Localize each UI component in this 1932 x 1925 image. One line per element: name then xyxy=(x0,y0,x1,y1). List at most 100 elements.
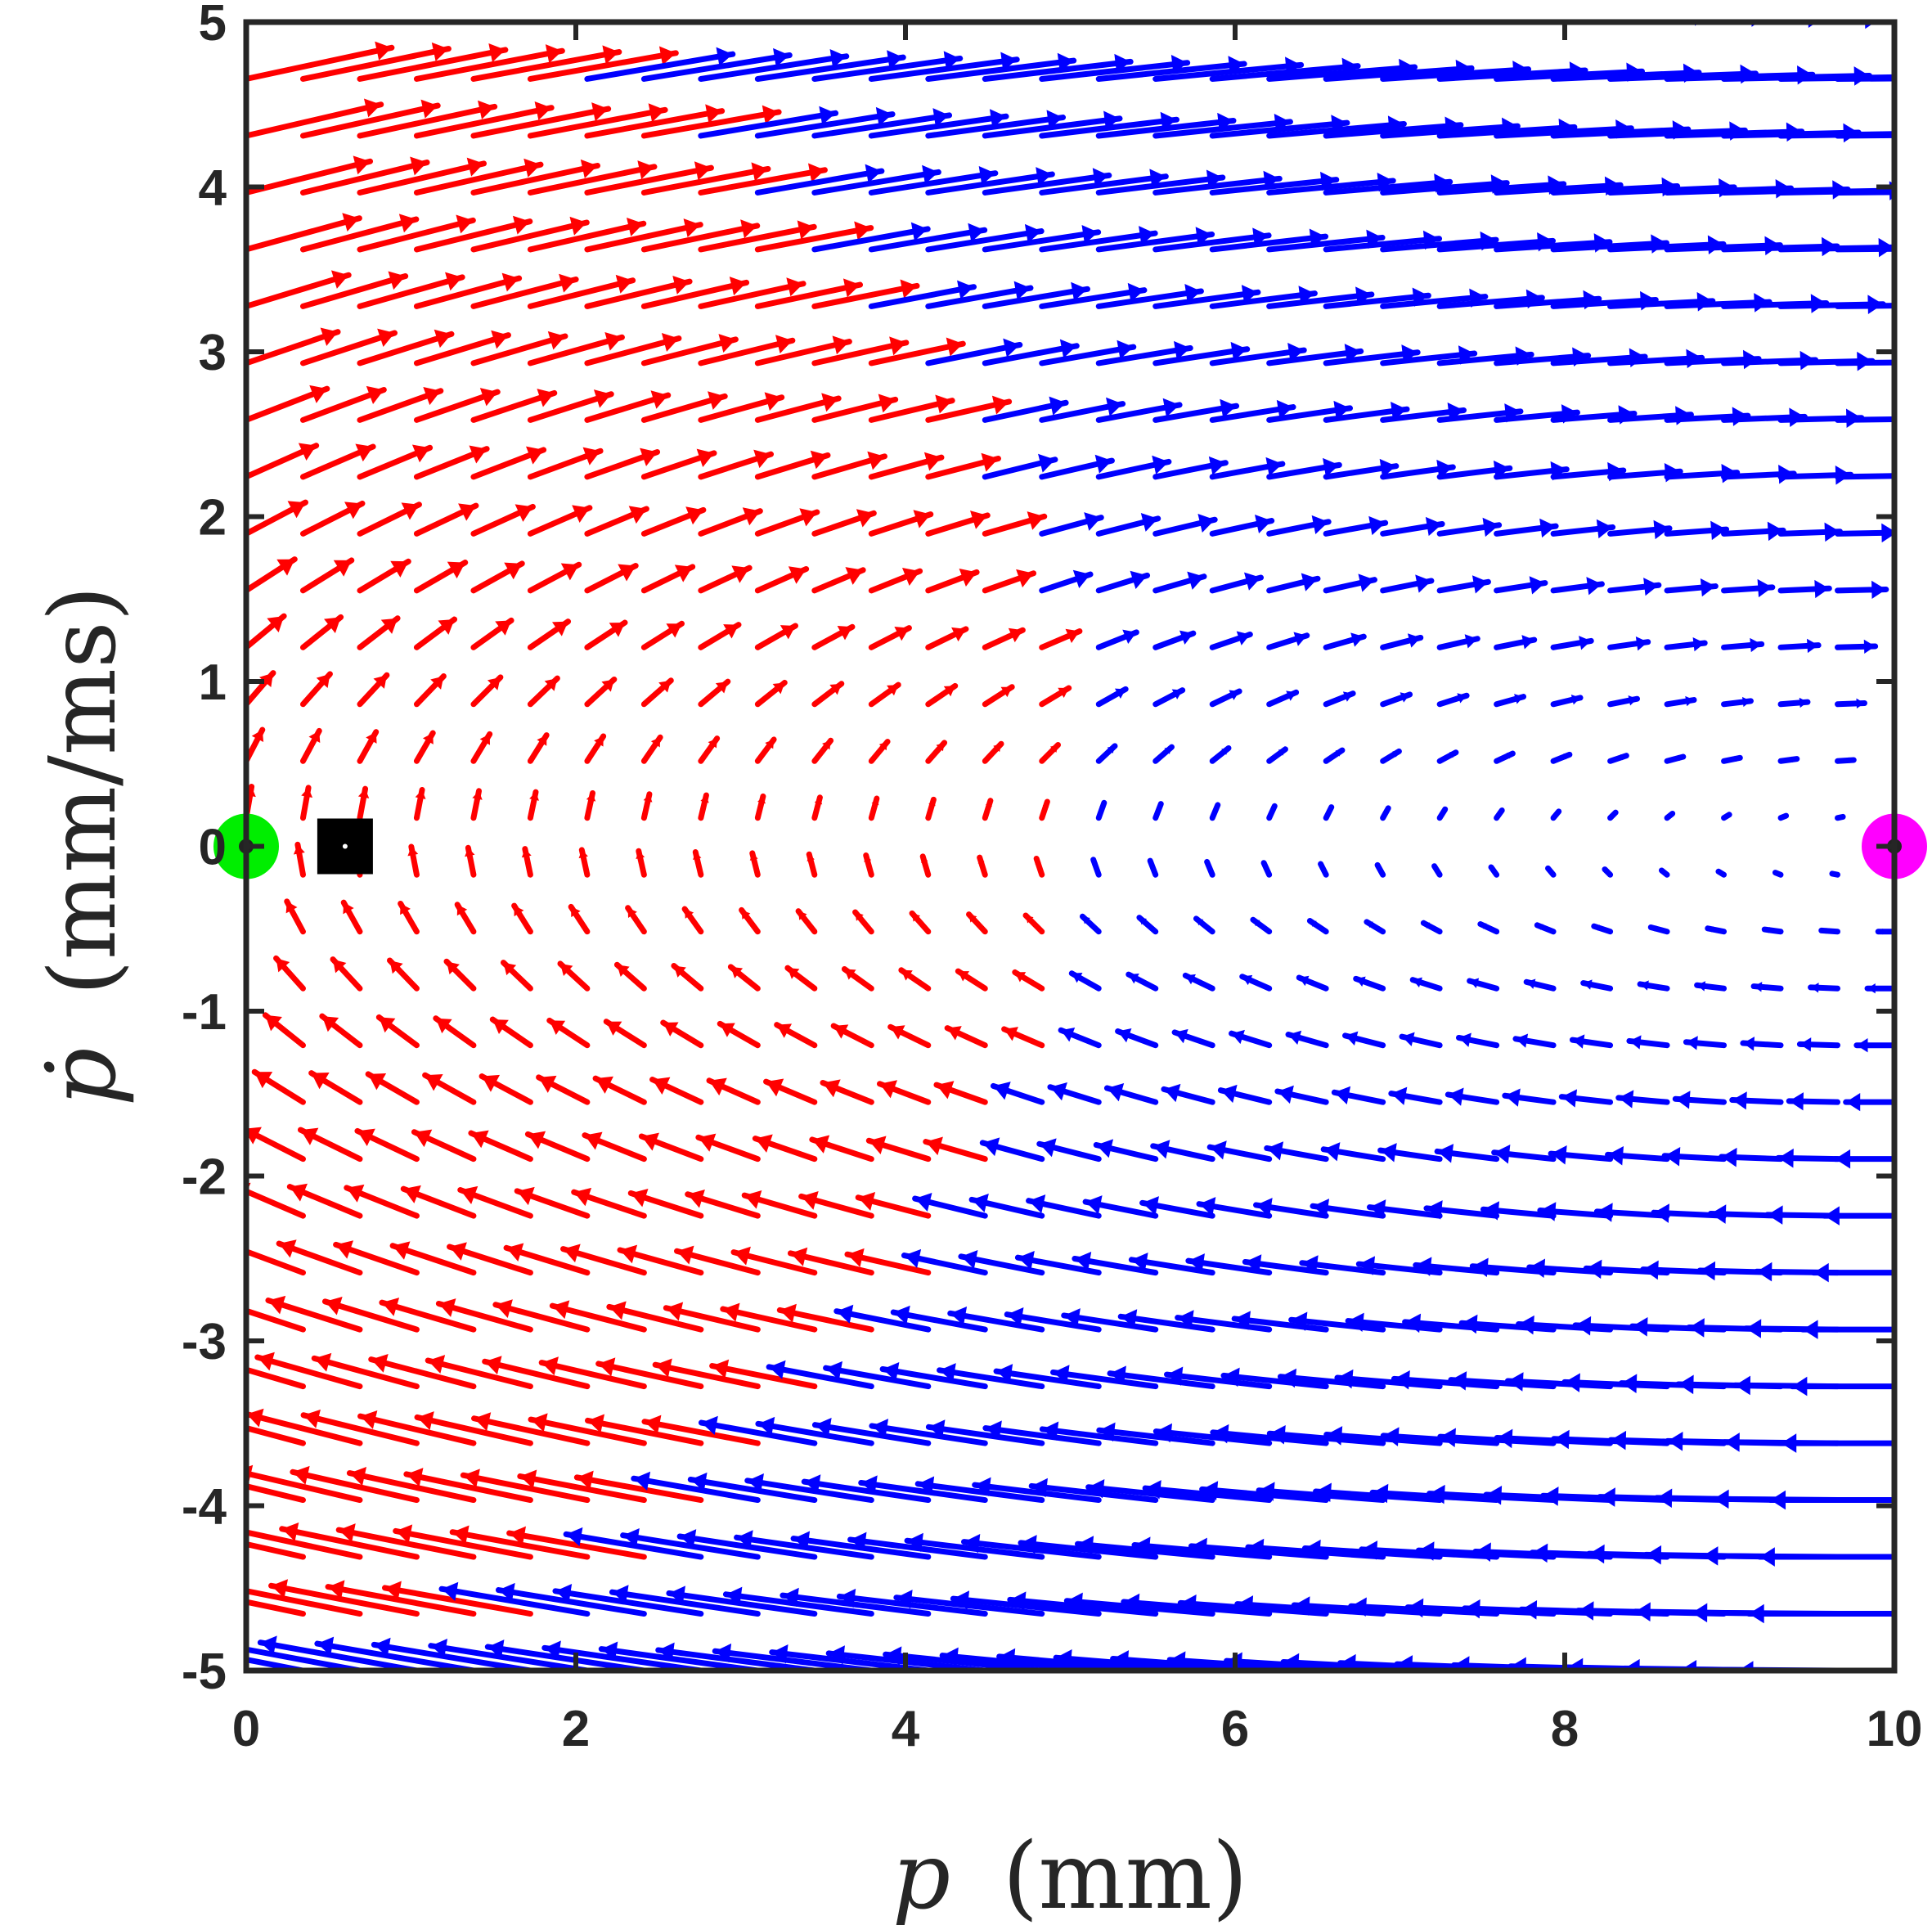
field-arrow xyxy=(1152,1423,1273,1446)
field-arrow xyxy=(1607,636,1651,651)
field-arrow xyxy=(1095,570,1151,594)
field-arrow xyxy=(982,396,1069,423)
field-arrow xyxy=(1835,75,1894,82)
field-arrow xyxy=(470,788,483,821)
field-arrow xyxy=(1058,1027,1102,1049)
field-arrow xyxy=(1209,802,1221,821)
field-arrow xyxy=(811,794,823,821)
field-arrow xyxy=(833,1304,932,1333)
field-arrow xyxy=(863,852,874,878)
field-arrow xyxy=(1891,22,1894,25)
field-arrow xyxy=(1658,867,1670,878)
field-arrow xyxy=(470,560,525,594)
field-arrow xyxy=(717,1020,761,1049)
field-arrow xyxy=(1318,861,1329,878)
field-arrow xyxy=(357,729,380,764)
field-arrow xyxy=(1136,915,1159,935)
field-arrow xyxy=(503,1243,591,1276)
field-arrow xyxy=(1436,517,1503,537)
field-arrow xyxy=(749,850,761,878)
field-arrow xyxy=(811,336,910,367)
field-arrow xyxy=(1001,1026,1045,1049)
field-arrow xyxy=(299,99,441,139)
field-arrow xyxy=(1832,1149,1894,1169)
field-arrow xyxy=(1095,22,1129,25)
field-arrow xyxy=(1353,975,1386,992)
field-arrow xyxy=(741,1190,818,1219)
field-arrow xyxy=(720,1302,818,1333)
field-arrow xyxy=(1152,687,1186,708)
field-arrow xyxy=(787,1247,874,1276)
field-arrow xyxy=(1436,575,1491,594)
field-arrow xyxy=(914,1476,1045,1504)
field-arrow xyxy=(1095,629,1139,650)
field-arrow xyxy=(1778,1433,1894,1453)
field-arrow xyxy=(698,735,721,764)
field-arrow xyxy=(754,335,852,367)
field-arrow xyxy=(776,1303,874,1333)
field-arrow xyxy=(780,1587,932,1617)
field-arrow xyxy=(1239,974,1273,992)
field-arrow xyxy=(982,281,1090,309)
field-arrow xyxy=(1491,1145,1557,1164)
field-arrow xyxy=(246,1588,363,1617)
field-arrow xyxy=(1550,808,1562,821)
field-arrow xyxy=(609,1585,761,1617)
field-arrow xyxy=(1721,578,1776,598)
field-arrow xyxy=(299,385,387,423)
field-arrow xyxy=(1864,983,1894,994)
field-arrow xyxy=(925,452,1001,480)
field-arrow xyxy=(413,44,565,82)
field-arrow xyxy=(1210,1424,1329,1446)
field-arrow xyxy=(722,1586,874,1617)
field-arrow xyxy=(368,1353,477,1390)
field-arrow xyxy=(527,217,647,253)
field-arrow xyxy=(1323,515,1389,537)
field-arrow xyxy=(413,215,533,253)
field-arrow xyxy=(1266,457,1342,480)
field-arrow xyxy=(299,156,430,196)
field-arrow xyxy=(982,1420,1102,1446)
field-arrow xyxy=(754,565,810,594)
field-arrow xyxy=(1399,1032,1443,1049)
field-arrow xyxy=(584,333,682,367)
field-arrow xyxy=(1721,22,1876,29)
field-arrow xyxy=(584,733,607,764)
field-arrow xyxy=(465,844,477,878)
field-arrow xyxy=(290,1465,420,1504)
field-arrow xyxy=(527,447,604,480)
field-arrow xyxy=(1164,1366,1273,1390)
field-arrow xyxy=(468,1130,533,1163)
field-arrow xyxy=(640,391,728,423)
field-arrow xyxy=(754,793,766,821)
field-arrow xyxy=(1152,801,1164,821)
field-arrow xyxy=(470,617,514,650)
field-arrow xyxy=(413,272,523,309)
field-arrow xyxy=(1380,516,1445,537)
field-arrow xyxy=(754,278,864,309)
field-arrow xyxy=(893,1590,1045,1617)
field-arrow xyxy=(357,100,498,139)
field-arrow xyxy=(1209,343,1307,367)
field-arrow xyxy=(470,331,568,367)
field-arrow xyxy=(1103,1082,1159,1105)
field-arrow xyxy=(982,740,1004,764)
field-arrow xyxy=(640,277,750,309)
field-arrow xyxy=(663,1302,761,1333)
field-arrow xyxy=(411,1129,477,1163)
field-arrow xyxy=(640,620,685,650)
field-arrow xyxy=(1550,751,1573,764)
field-arrow xyxy=(1818,927,1841,935)
field-arrow xyxy=(1096,1422,1215,1446)
field-arrow xyxy=(517,1469,647,1504)
field-arrow xyxy=(1626,1035,1670,1050)
field-arrow xyxy=(265,1295,363,1333)
field-arrow xyxy=(1152,341,1251,367)
field-arrow xyxy=(868,109,1009,139)
field-arrow xyxy=(1835,698,1867,709)
field-arrow xyxy=(293,841,306,878)
field-arrow xyxy=(246,556,298,594)
field-arrow xyxy=(1107,1365,1215,1390)
field-arrow xyxy=(1607,809,1619,821)
